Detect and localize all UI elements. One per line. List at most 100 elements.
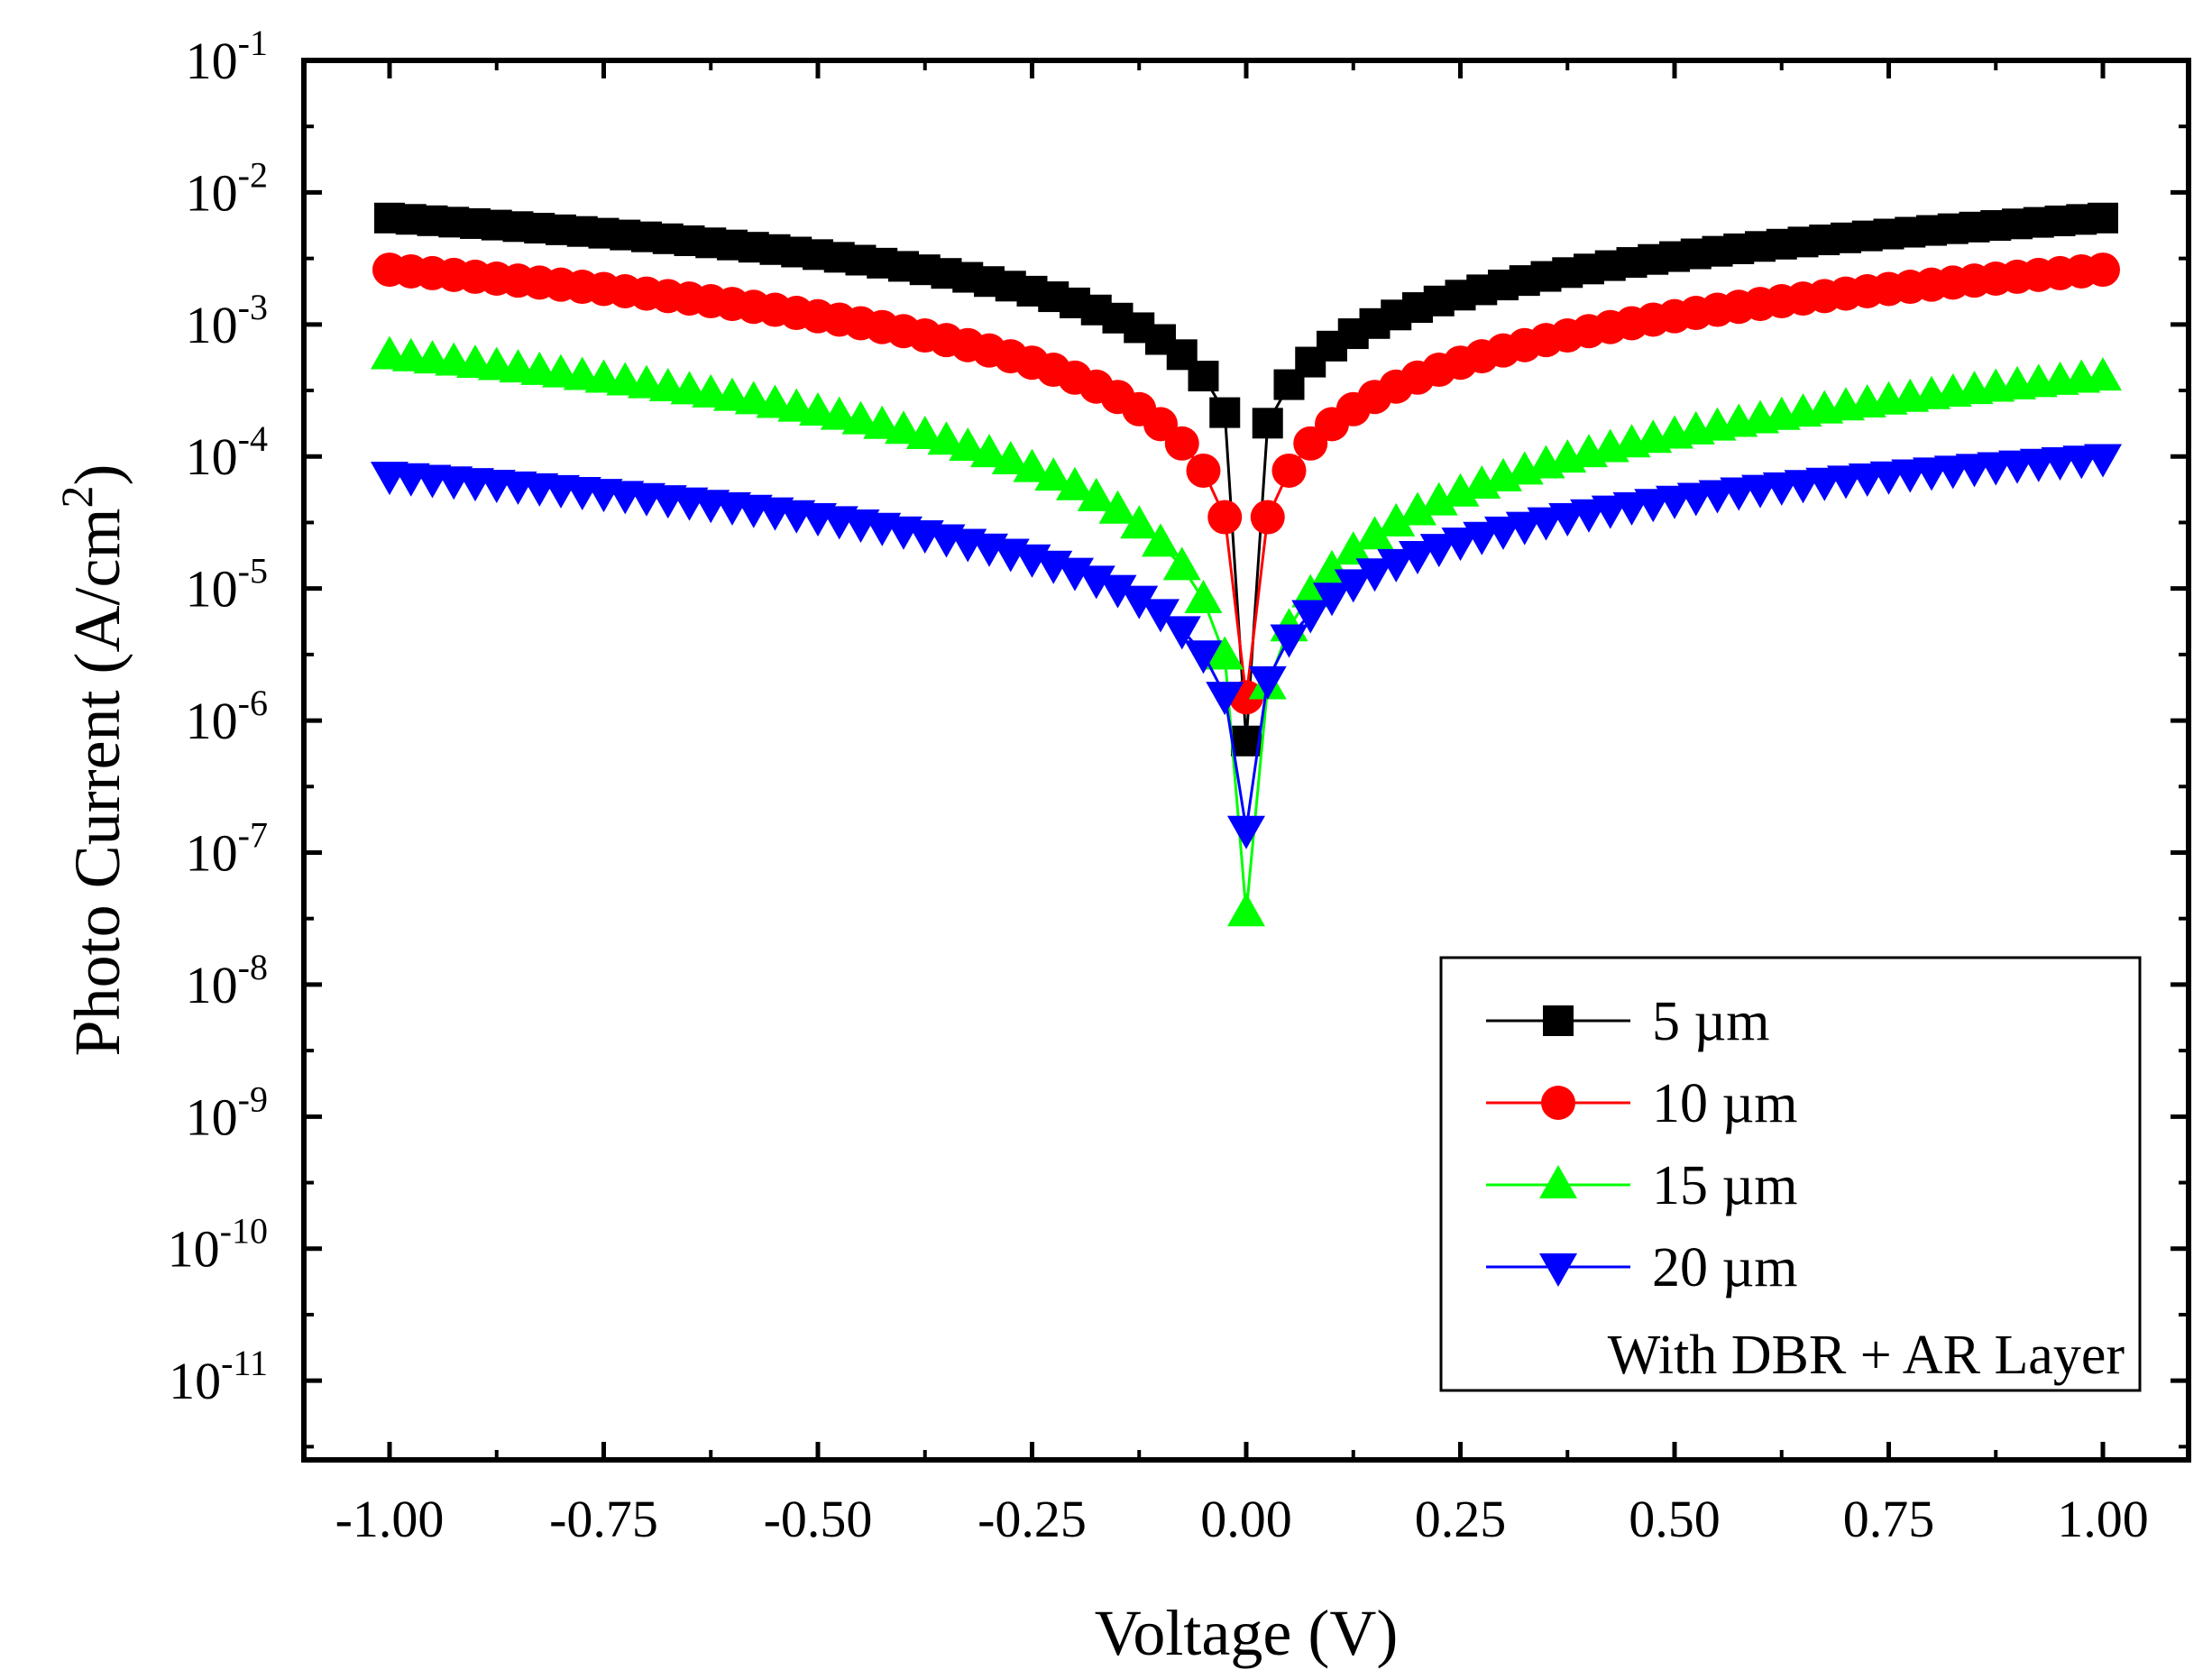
y-tick-label-base: 10 [186,823,238,882]
data-point [777,388,816,422]
y-tick-label-base: 10 [186,296,238,354]
legend-entry: 5 µm [1486,991,1769,1052]
tick-labels: -1.00 -0.75 -0.50 -0.25 0.00 0.25 0.50 0.75 1.00… [168,23,2149,1548]
data-point [905,416,944,450]
x-axis-title: Voltage (V) [1095,1597,1399,1669]
legend-marker [1541,1086,1575,1120]
y-tick-label-base: 10 [186,956,238,1014]
data-point [820,396,858,430]
y-tick-label-exponent: -2 [238,154,268,195]
x-tick-label: -1.00 [335,1490,445,1548]
data-point [991,441,1030,475]
data-point [1355,558,1394,592]
data-point [1184,640,1223,674]
data-point [1186,453,1221,488]
legend-marker [1539,1165,1577,1198]
data-point [1209,397,1241,428]
data-point [1313,583,1351,617]
data-point [1013,448,1051,482]
data-point [1484,516,1522,550]
x-tick-label: 0.75 [1843,1490,1935,1548]
y-tick-label-base: 10 [168,1220,220,1279]
data-point [2086,252,2120,288]
data-point [1399,540,1436,574]
data-point [1334,531,1372,565]
data-point [1527,507,1565,541]
data-point [1377,548,1416,583]
legend-label: 10 µm [1652,1073,1797,1134]
data-point [1188,361,1219,392]
y-tick-label-exponent: -10 [220,1211,268,1252]
data-point [1227,815,1265,849]
y-tick-label-base: 10 [169,1352,221,1410]
data-point [1270,624,1308,658]
y-axis-title-sup: 2 [51,486,102,509]
y-tick-label-exponent: -4 [238,418,268,459]
legend-entries: 5 µm 10 µm 15 µm 20 µm [1486,991,1797,1298]
y-tick-label-base: 10 [186,427,238,486]
legend-note: With DBR + AR Layer [1608,1325,2125,1386]
series-2 [372,252,2120,715]
y-tick-label-exponent: -8 [238,947,268,987]
data-point [1077,477,1115,511]
legend-label: 20 µm [1652,1237,1797,1298]
y-tick-label-base: 10 [186,560,238,619]
legend-entry: 10 µm [1486,1073,1797,1134]
data-point [2088,202,2118,234]
data-point [1206,682,1244,716]
data-point [1056,466,1094,500]
legend-label: 15 µm [1652,1155,1797,1216]
y-tick-label-exponent: -1 [238,23,268,63]
y-tick-label: 10-2 [186,154,268,222]
data-point [1419,534,1458,568]
y-tick-label: 10-11 [169,1343,268,1410]
data-point [1098,490,1137,524]
y-axis-title: Photo Current (A/cm2) [51,464,133,1057]
y-tick-label-base: 10 [186,163,238,222]
y-tick-label-exponent: -3 [238,287,268,327]
legend-marker [1543,1005,1574,1036]
y-tick-label: 10-8 [186,947,268,1014]
data-point [1142,523,1179,557]
series-4 [371,444,2122,849]
legend-entry: 20 µm [1486,1237,1797,1298]
y-tick-label: 10-10 [168,1211,268,1279]
data-point [1034,457,1073,491]
data-point [1120,585,1159,619]
legend: 5 µm 10 µm 15 µm 20 µm With DBR + AR Layer [1439,956,2142,1392]
y-tick-label-exponent: -6 [238,683,268,723]
y-tick-label: 10-1 [186,23,268,90]
y-tick-label: 10-5 [186,551,268,619]
data-point [1142,599,1179,633]
data-point [1291,600,1330,634]
data-point [1227,893,1265,927]
data-point [1206,636,1244,670]
x-tick-label: 0.50 [1629,1490,1721,1548]
data-point [1271,453,1307,488]
data-point [1207,500,1243,535]
data-point [1248,665,1287,700]
data-point [1399,491,1436,526]
plot-frame [301,58,2191,1463]
data-point [1098,574,1137,609]
data-point [927,421,966,455]
legend-label: 5 µm [1652,991,1769,1052]
data-point [1505,511,1544,546]
data-point [1184,579,1223,613]
y-tick-label: 10-3 [186,287,268,354]
data-point [1441,528,1480,562]
y-axis-title-close: ) [61,464,133,486]
series-layer [371,202,2122,927]
data-point [799,392,837,427]
y-tick-label-exponent: -9 [238,1078,268,1119]
data-point [1334,569,1372,603]
data-point [1291,573,1330,608]
x-tick-label: -0.50 [764,1490,873,1548]
data-point [1077,565,1115,600]
x-tick-label: -0.25 [978,1490,1087,1548]
x-tick-label: 1.00 [2057,1490,2149,1548]
x-tick-label: 0.00 [1200,1490,1292,1548]
data-point [1463,521,1501,555]
